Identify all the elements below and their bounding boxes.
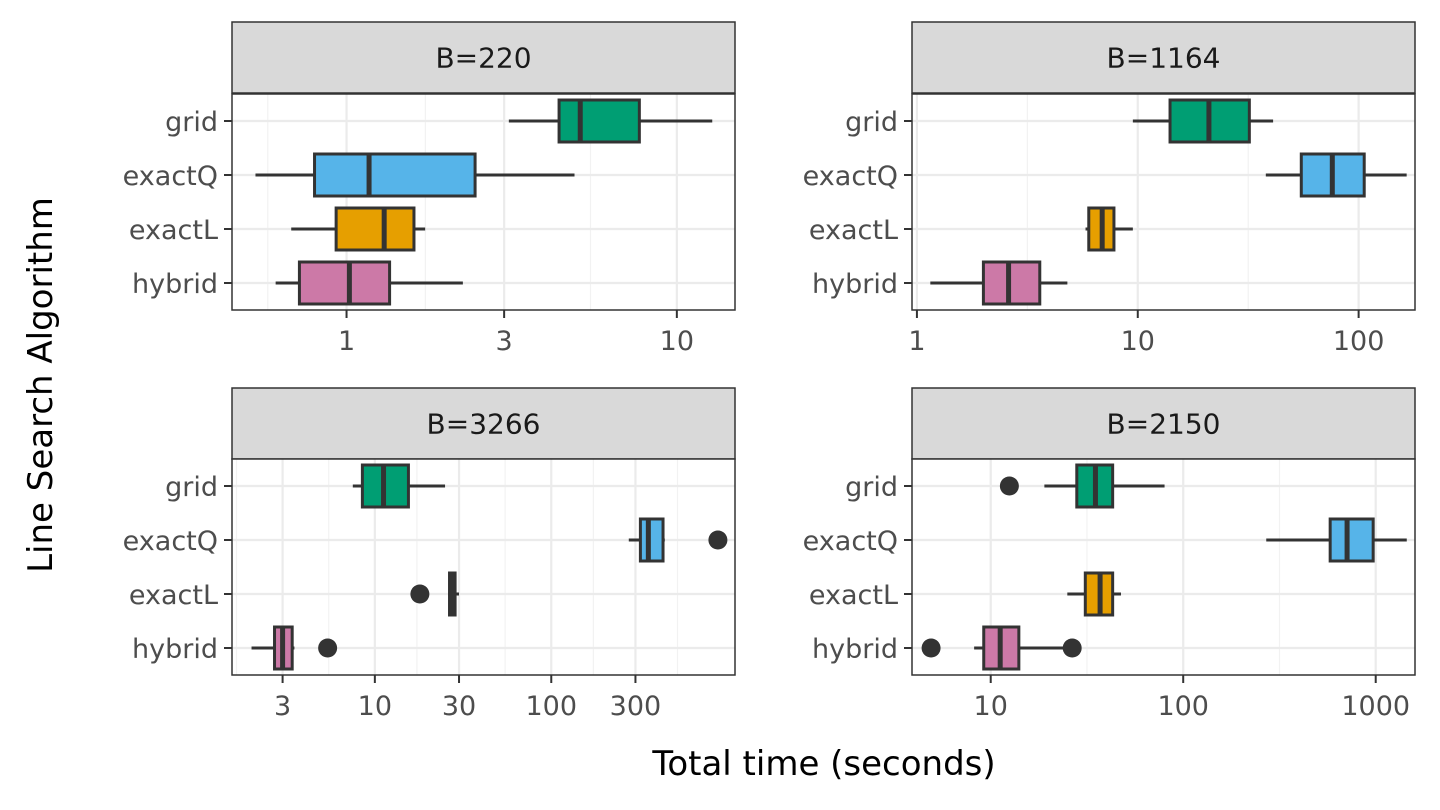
x-tick-label: 100	[525, 691, 577, 722]
category-label-exactQ: exactQ	[803, 526, 898, 557]
box-grid	[508, 98, 713, 144]
x-tick-label: 10	[1121, 326, 1155, 357]
facet-panels: B=220 1 3 10 grid exactQ exactL hybrid B=1164 1 10…	[123, 21, 1416, 722]
category-label-hybrid: hybrid	[132, 269, 218, 300]
outlier-point	[999, 476, 1019, 496]
box-exactQ	[1265, 152, 1407, 198]
category-label-exactL: exactL	[809, 215, 898, 246]
outlier-point	[318, 638, 338, 658]
box-grid	[1132, 98, 1274, 144]
iqr-box	[557, 98, 641, 144]
box-exactL	[291, 206, 426, 252]
x-tick-label: 3	[496, 326, 513, 357]
panel-1: B=1164 1 10 100 grid exactQ exactL hybrid	[803, 21, 1416, 357]
facet-strip	[231, 387, 736, 460]
box-exactL	[1085, 206, 1133, 252]
category-label-exactQ: exactQ	[803, 161, 898, 192]
box-hybrid	[275, 260, 463, 306]
iqr-box	[334, 206, 416, 252]
iqr-box	[1328, 517, 1375, 563]
facet-strip-label: B=3266	[427, 408, 541, 441]
category-label-exactQ: exactQ	[123, 526, 218, 557]
outlier-point	[410, 584, 430, 604]
outlier-point	[921, 638, 941, 658]
outlier-point	[708, 530, 728, 550]
category-label-exactL: exactL	[129, 215, 218, 246]
category-label-exactQ: exactQ	[123, 161, 218, 192]
facet-strip-label: B=1164	[1107, 42, 1221, 75]
facet-strip	[231, 21, 736, 94]
iqr-box	[313, 152, 477, 198]
panel-border	[911, 93, 1416, 311]
iqr-box	[981, 260, 1042, 306]
x-tick-label: 100	[1157, 691, 1209, 722]
category-label-hybrid: hybrid	[812, 634, 898, 665]
box-exactL	[1067, 571, 1121, 617]
box-grid	[352, 463, 446, 509]
x-tick-label: 1	[908, 326, 925, 357]
x-tick-label: 10	[660, 326, 694, 357]
box-exactL	[410, 571, 460, 617]
iqr-box	[638, 517, 665, 563]
x-tick-label: 300	[610, 691, 662, 722]
facet-strip-label: B=220	[435, 42, 531, 75]
facet-strip	[911, 387, 1416, 460]
panel-border	[231, 93, 736, 311]
x-tick-label: 1000	[1341, 691, 1410, 722]
category-label-exactL: exactL	[809, 580, 898, 611]
box-exactQ	[1266, 517, 1407, 563]
x-tick-label: 30	[442, 691, 476, 722]
x-tick-label: 10	[974, 691, 1008, 722]
category-label-grid: grid	[165, 107, 218, 138]
x-tick-label: 1	[338, 326, 355, 357]
facet-strip	[911, 21, 1416, 94]
box-hybrid	[921, 625, 1082, 671]
panel-border	[231, 458, 736, 676]
category-label-hybrid: hybrid	[132, 634, 218, 665]
category-label-exactL: exactL	[129, 580, 218, 611]
box-grid	[999, 463, 1165, 509]
category-label-grid: grid	[845, 107, 898, 138]
category-label-grid: grid	[845, 472, 898, 503]
iqr-box	[297, 260, 392, 306]
category-label-grid: grid	[165, 472, 218, 503]
box-hybrid	[251, 625, 338, 671]
x-axis-title: Total time (seconds)	[651, 744, 995, 784]
panel-3: B=2150 10 100 1000 grid exactQ exactL hybrid	[803, 387, 1416, 722]
x-tick-label: 100	[1333, 326, 1385, 357]
panel-0: B=220 1 3 10 grid exactQ exactL hybrid	[123, 21, 736, 357]
x-tick-label: 10	[358, 691, 392, 722]
panel-border	[911, 458, 1416, 676]
box-exactQ	[255, 152, 575, 198]
x-tick-label: 3	[274, 691, 291, 722]
box-exactQ	[628, 517, 728, 563]
box-hybrid	[930, 260, 1068, 306]
facet-strip-label: B=2150	[1107, 408, 1221, 441]
y-axis-title: Line Search Algorithm	[21, 197, 61, 573]
panel-background	[232, 459, 735, 675]
outlier-point	[1062, 638, 1082, 658]
panel-2: B=3266 3 10 30 100 300 grid exactQ exactL hybrid	[123, 387, 736, 722]
category-label-hybrid: hybrid	[812, 269, 898, 300]
